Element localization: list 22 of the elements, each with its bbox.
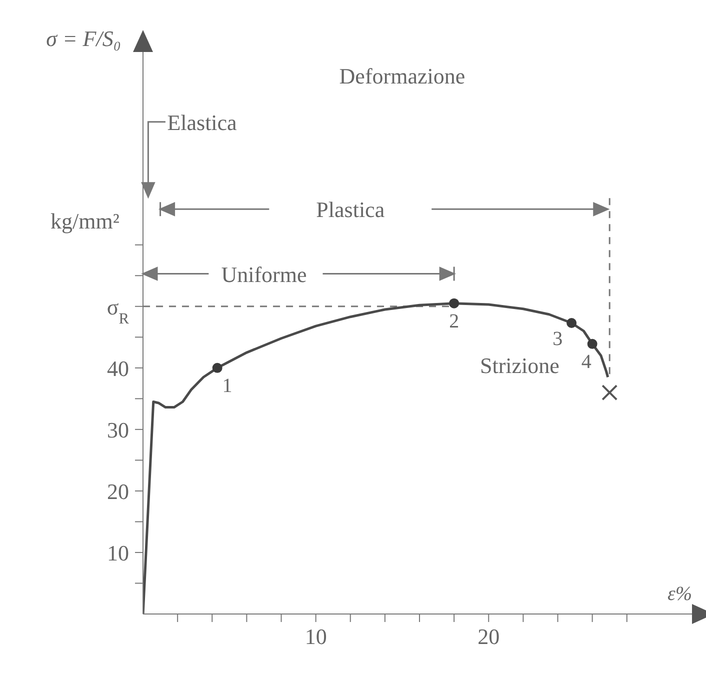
x-axis-title: ε%: [667, 583, 692, 605]
annotation: Elastica: [167, 110, 238, 135]
annotation: Plastica: [316, 197, 385, 222]
annotation: Deformazione: [339, 64, 466, 89]
y-tick-label: 30: [107, 417, 129, 442]
y-tick-label: σ$_{R}$: [106, 294, 130, 327]
y-axis-title: σ = F/S₀: [46, 26, 121, 51]
annotation: 3: [552, 328, 563, 350]
annotation: 4: [581, 350, 592, 373]
point: [587, 338, 598, 349]
y-tick-label: 20: [107, 478, 129, 504]
point: [566, 318, 577, 328]
y-tick-label: 10: [107, 540, 129, 566]
annotation: Strizione: [480, 352, 560, 378]
annotation: 1: [222, 374, 232, 397]
text: kg/mm²: [50, 208, 120, 234]
y-tick-label: 40: [107, 356, 129, 381]
annotation: 2: [449, 310, 460, 332]
point: [449, 298, 460, 308]
annotation: Uniforme: [221, 262, 307, 287]
point: [602, 384, 618, 401]
point: [212, 362, 222, 373]
